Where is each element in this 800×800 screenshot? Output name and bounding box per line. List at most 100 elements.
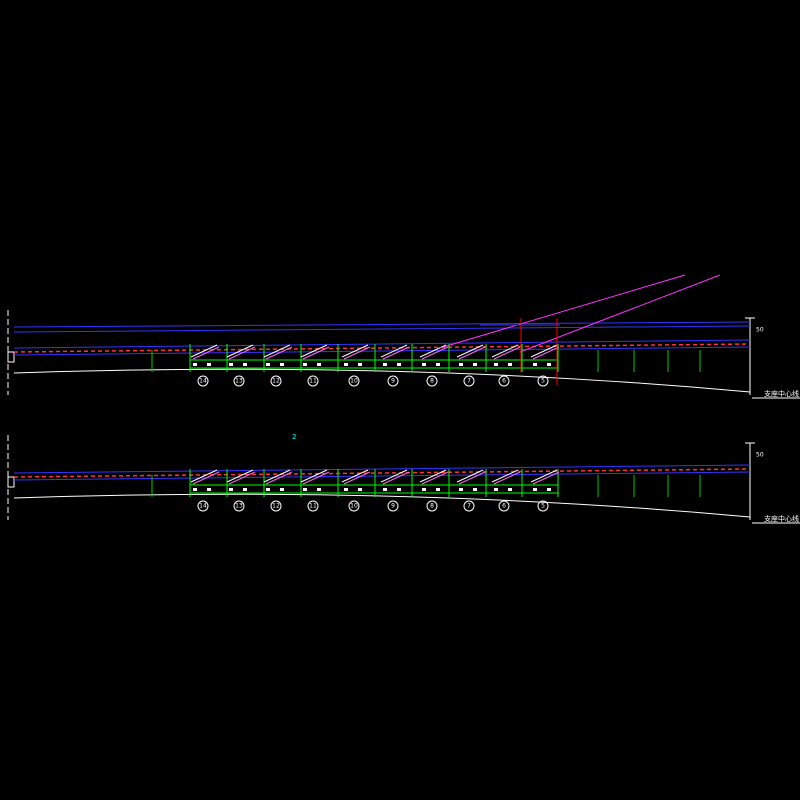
segment-label: 8 [430, 378, 434, 385]
tendon [190, 469, 218, 483]
anchor [193, 488, 197, 491]
label-circle [270, 500, 282, 512]
anchor [280, 363, 284, 366]
segment-label: 5 [541, 503, 545, 510]
label-circle [498, 375, 510, 387]
anchor [303, 488, 307, 491]
tendon [300, 469, 328, 483]
label-circle [348, 500, 360, 512]
side-label: 支座中心线 [764, 514, 799, 523]
anchor [266, 363, 270, 366]
deck-line [13, 339, 751, 349]
tendon [228, 346, 256, 360]
tendon [263, 469, 291, 483]
anchor [344, 363, 348, 366]
anchor [397, 488, 401, 491]
segment-label: 13 [235, 503, 243, 510]
label-circle [426, 375, 438, 387]
segment-label: 9 [391, 503, 395, 510]
segment-label: 10 [350, 378, 358, 385]
anchor [473, 488, 477, 491]
tendon [530, 344, 558, 358]
anchor [473, 363, 477, 366]
deck-line [13, 464, 751, 474]
segment-label: 10 [350, 503, 358, 510]
anchor [508, 363, 512, 366]
tendon [228, 471, 256, 485]
anchor [547, 363, 551, 366]
label-circle [197, 500, 209, 512]
dim-label: 50 [756, 327, 764, 334]
tendon [226, 344, 254, 358]
segment-label: 14 [199, 503, 207, 510]
anchor [358, 363, 362, 366]
anchor [207, 363, 211, 366]
anchor [317, 363, 321, 366]
segment-label: 6 [502, 378, 506, 385]
guide-line [519, 274, 721, 353]
tendon [456, 469, 484, 483]
deck-line [13, 471, 751, 481]
tendon [382, 471, 410, 485]
anchor [243, 488, 247, 491]
note: 2 [292, 433, 296, 441]
label-circle [233, 375, 245, 387]
tendon [419, 469, 447, 483]
segment-label: 12 [272, 503, 280, 510]
label-circle [498, 500, 510, 512]
anchor [383, 488, 387, 491]
tendon [341, 469, 369, 483]
anchor [397, 363, 401, 366]
end-block [7, 351, 15, 363]
tendon [265, 471, 293, 485]
anchor [303, 363, 307, 366]
tendon [380, 344, 408, 358]
center-line [13, 468, 751, 478]
anchor [383, 363, 387, 366]
label-circle [348, 375, 360, 387]
anchor [280, 488, 284, 491]
tendon [302, 346, 330, 360]
anchor [508, 488, 512, 491]
label-circle [463, 375, 475, 387]
segment-label: 6 [502, 503, 506, 510]
anchor [533, 363, 537, 366]
tendon [226, 469, 254, 483]
tendon [302, 471, 330, 485]
tendon [382, 346, 410, 360]
anchor [459, 488, 463, 491]
tendon [458, 471, 486, 485]
label-circle [387, 500, 399, 512]
anchor [494, 488, 498, 491]
tendon [190, 344, 218, 358]
tendon [341, 344, 369, 358]
segment-label: 12 [272, 378, 280, 385]
tendon [343, 471, 371, 485]
tendon [343, 346, 371, 360]
label-circle [197, 375, 209, 387]
segment-label: 7 [467, 503, 471, 510]
tendon [458, 346, 486, 360]
tendon [532, 471, 560, 485]
tendon [491, 469, 519, 483]
segment-label: 11 [309, 503, 317, 510]
anchor [229, 363, 233, 366]
anchor [207, 488, 211, 491]
anchor [422, 488, 426, 491]
anchor [436, 488, 440, 491]
label-circle [387, 375, 399, 387]
anchor [494, 363, 498, 366]
tendon [532, 346, 560, 360]
dim-label: 50 [756, 452, 764, 459]
segment-label: 9 [391, 378, 395, 385]
deck-line [13, 346, 751, 356]
tendon [263, 344, 291, 358]
deck-line [13, 321, 751, 328]
side-label: 支座中心线 [764, 389, 799, 398]
anchor [358, 488, 362, 491]
anchor [422, 363, 426, 366]
tendon [530, 469, 558, 483]
